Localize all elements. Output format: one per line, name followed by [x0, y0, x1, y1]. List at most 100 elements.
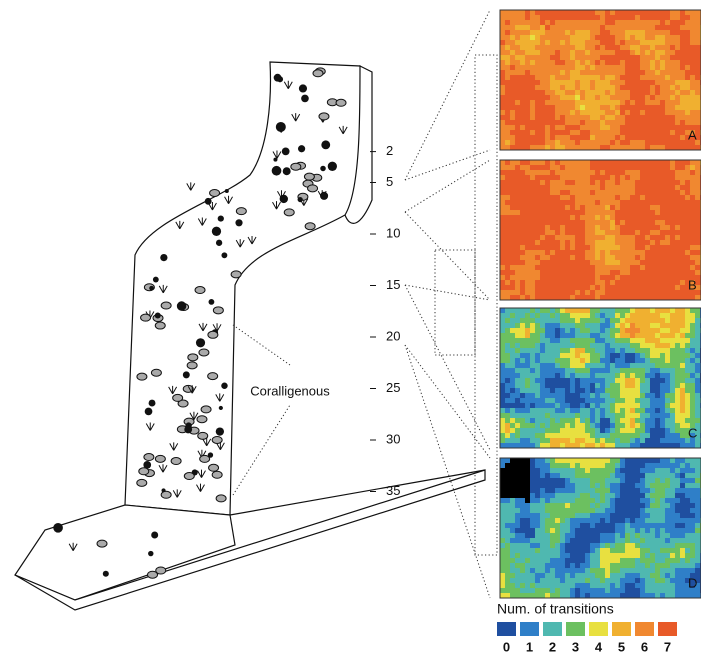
cell [575, 488, 580, 493]
cell [690, 125, 695, 130]
cell [570, 170, 575, 175]
cell [625, 443, 630, 448]
cell [680, 255, 685, 260]
cell [600, 210, 605, 215]
cell [670, 180, 675, 185]
cell [605, 468, 610, 473]
cell [550, 30, 555, 35]
cell [690, 105, 695, 110]
cell [615, 478, 620, 483]
cell [690, 373, 695, 378]
cell [535, 508, 540, 513]
cell [605, 285, 610, 290]
cell [625, 145, 630, 150]
cell [695, 413, 700, 418]
cell [650, 378, 655, 383]
cell [675, 468, 680, 473]
cell [685, 115, 690, 120]
cell [655, 518, 660, 523]
cell [515, 563, 520, 568]
cell [680, 250, 685, 255]
cell [650, 165, 655, 170]
cell [500, 428, 505, 433]
cell [505, 473, 510, 478]
cell [655, 290, 660, 295]
cell [595, 250, 600, 255]
cell [525, 95, 530, 100]
cell [645, 95, 650, 100]
organism [186, 361, 198, 370]
cell [600, 308, 605, 313]
cell [535, 110, 540, 115]
cell [520, 200, 525, 205]
cell [540, 558, 545, 563]
cell [670, 285, 675, 290]
cell [565, 15, 570, 20]
cell [590, 583, 595, 588]
cell [690, 583, 695, 588]
cell [555, 418, 560, 423]
cell [625, 548, 630, 553]
cell [650, 210, 655, 215]
cell [685, 230, 690, 235]
cell [570, 323, 575, 328]
cell [545, 270, 550, 275]
cell [555, 235, 560, 240]
cell [610, 348, 615, 353]
cell [665, 145, 670, 150]
cell [545, 333, 550, 338]
cell [595, 578, 600, 583]
cell [625, 558, 630, 563]
cell [565, 483, 570, 488]
cell [630, 120, 635, 125]
cell [630, 90, 635, 95]
cell [650, 35, 655, 40]
cell [595, 240, 600, 245]
cell [690, 35, 695, 40]
cell [560, 195, 565, 200]
cell [695, 593, 700, 598]
cell [620, 343, 625, 348]
cell [530, 528, 535, 533]
cell [580, 493, 585, 498]
cell [665, 463, 670, 468]
cell [540, 20, 545, 25]
cell [645, 308, 650, 313]
organism [175, 220, 185, 230]
cell [575, 190, 580, 195]
cell [645, 538, 650, 543]
cell [575, 175, 580, 180]
cell [660, 215, 665, 220]
cell [670, 290, 675, 295]
cell [650, 60, 655, 65]
cell [575, 463, 580, 468]
cell [545, 403, 550, 408]
cell [600, 443, 605, 448]
cell [585, 215, 590, 220]
cell [605, 145, 610, 150]
cell [620, 115, 625, 120]
cell [630, 423, 635, 428]
cell [555, 105, 560, 110]
cell [650, 130, 655, 135]
cell [615, 528, 620, 533]
cell [590, 333, 595, 338]
cell [585, 463, 590, 468]
cell [595, 518, 600, 523]
cell [595, 145, 600, 150]
cell [655, 235, 660, 240]
cell [645, 70, 650, 75]
cell [680, 408, 685, 413]
cell [530, 523, 535, 528]
cell [630, 338, 635, 343]
organism [281, 147, 290, 156]
cell [650, 413, 655, 418]
cell [645, 413, 650, 418]
cell [630, 170, 635, 175]
cell [670, 215, 675, 220]
cell [505, 80, 510, 85]
cell [575, 10, 580, 15]
cell [505, 313, 510, 318]
cell [695, 488, 700, 493]
cell [690, 175, 695, 180]
